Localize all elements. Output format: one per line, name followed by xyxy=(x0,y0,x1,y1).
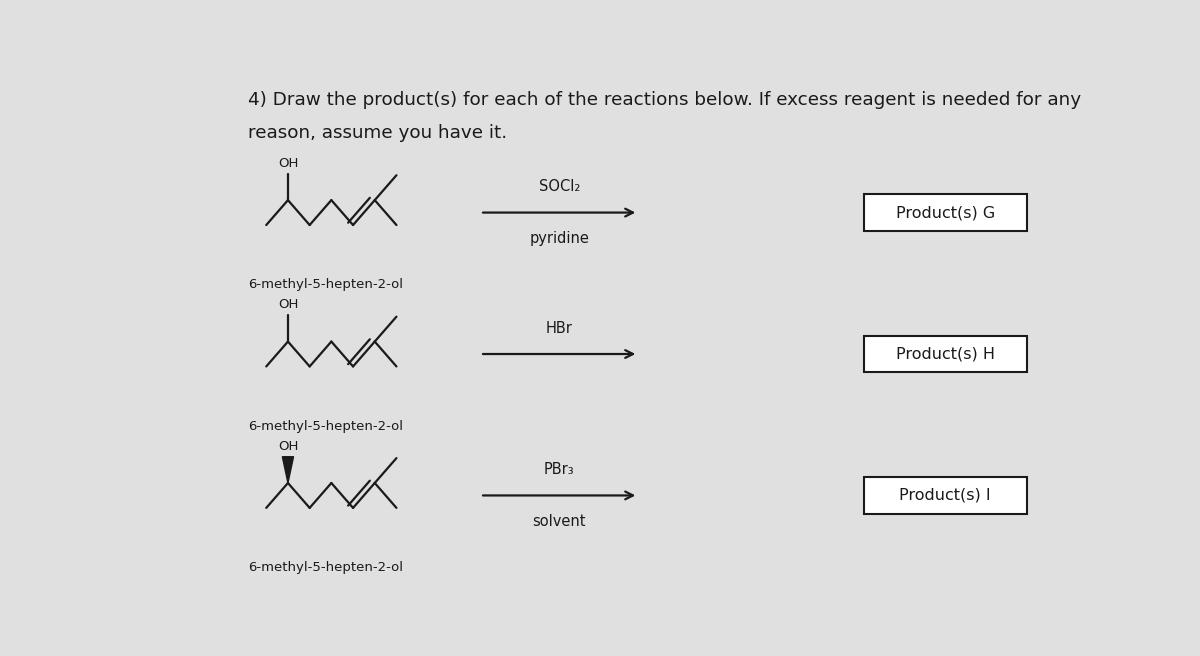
Text: reason, assume you have it.: reason, assume you have it. xyxy=(247,124,506,142)
Polygon shape xyxy=(282,457,294,483)
Bar xyxy=(864,478,1026,514)
Text: Product(s) G: Product(s) G xyxy=(895,205,995,220)
Text: 4) Draw the product(s) for each of the reactions below. If excess reagent is nee: 4) Draw the product(s) for each of the r… xyxy=(247,91,1081,110)
Text: pyridine: pyridine xyxy=(529,231,589,246)
Bar xyxy=(864,336,1026,372)
Text: 6-methyl-5-hepten-2-ol: 6-methyl-5-hepten-2-ol xyxy=(247,278,403,291)
Text: PBr₃: PBr₃ xyxy=(544,462,575,478)
Bar xyxy=(864,194,1026,231)
Text: OH: OH xyxy=(277,157,298,170)
Text: OH: OH xyxy=(277,298,298,311)
Text: 6-methyl-5-hepten-2-ol: 6-methyl-5-hepten-2-ol xyxy=(247,561,403,574)
Text: 6-methyl-5-hepten-2-ol: 6-methyl-5-hepten-2-ol xyxy=(247,420,403,433)
Text: Product(s) H: Product(s) H xyxy=(895,346,995,361)
Text: SOCl₂: SOCl₂ xyxy=(539,179,580,194)
Text: solvent: solvent xyxy=(533,514,586,529)
Text: HBr: HBr xyxy=(546,321,572,336)
Text: Product(s) I: Product(s) I xyxy=(899,488,991,503)
Text: OH: OH xyxy=(277,440,298,453)
